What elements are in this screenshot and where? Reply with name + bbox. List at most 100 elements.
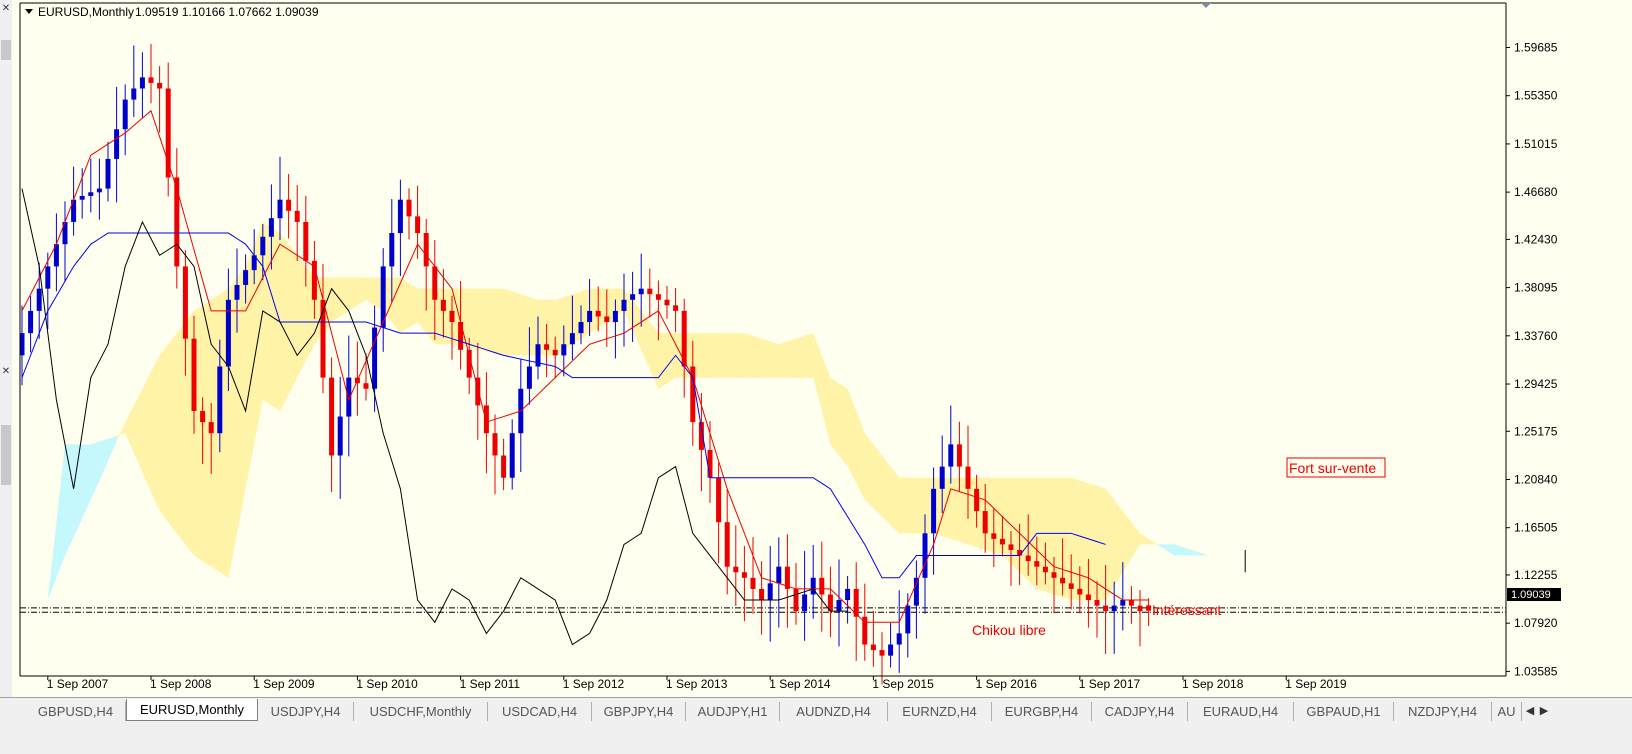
tab-gbpusd-h4[interactable]: GBPUSD,H4: [26, 702, 126, 721]
tab-label: GBPJPY,H4: [603, 704, 674, 719]
candle-body: [105, 158, 111, 189]
chevron-down-icon[interactable]: [25, 9, 33, 14]
candle-body: [655, 294, 661, 300]
panel-scrollbar[interactable]: [1, 40, 11, 60]
panel-scrollbar[interactable]: [1, 425, 11, 485]
price-tick-label: 1.42430: [1514, 232, 1558, 246]
horizontal-lines: [20, 607, 1506, 613]
candle-body: [612, 310, 618, 323]
candle-body: [931, 488, 937, 534]
ichimoku-chart[interactable]: 1.59685 1.55350 1.51015 1.46680 1.42430 1.380…: [12, 0, 1632, 697]
candle-body: [759, 588, 765, 601]
tab-audnzd-h4[interactable]: AUDNZD,H4: [780, 702, 888, 721]
candle-body: [1042, 566, 1048, 573]
candle-body: [707, 449, 713, 478]
close-icon[interactable]: ✕: [1, 366, 11, 377]
candle-body: [569, 333, 575, 345]
scroll-left-icon[interactable]: ◀: [1525, 705, 1535, 717]
candle-body: [53, 244, 59, 267]
candle-body: [483, 405, 489, 434]
tab-cadjpy-h4[interactable]: CADJPY,H4: [1092, 702, 1188, 721]
kumo-segment: [761, 338, 771, 378]
kumo-segment: [847, 388, 857, 484]
candle-body: [999, 538, 1005, 545]
kumo-segment: [211, 294, 220, 573]
candle-body: [71, 199, 77, 222]
tab-gbpaud-h1[interactable]: GBPAUD,H1: [1294, 702, 1394, 721]
tab-eurnzd-h4[interactable]: EURNZD,H4: [888, 702, 992, 721]
kumo-segment: [1174, 544, 1183, 556]
time-tick-label: 1 Sep 2016: [976, 677, 1038, 691]
candle-body: [1146, 605, 1152, 611]
annotation-fort[interactable]: Fort sur-vente: [1286, 457, 1386, 478]
candle-body: [621, 299, 627, 311]
annotation-interessant[interactable]: Intéressant: [1152, 602, 1221, 618]
tab-euraud-h4[interactable]: EURAUD,H4: [1188, 702, 1294, 721]
chart-area[interactable]: 1.59685 1.55350 1.51015 1.46680 1.42430 1.380…: [12, 0, 1632, 697]
tab-usdchf-monthly[interactable]: USDCHF,Monthly: [354, 702, 488, 721]
tab-nzdjpy-h4[interactable]: NZDJPY,H4: [1394, 702, 1492, 721]
axes: [19, 2, 1507, 677]
tab-label: USDCAD,H4: [501, 704, 578, 719]
candle-body: [423, 233, 429, 267]
tab-usdcad-h4[interactable]: USDCAD,H4: [488, 702, 592, 721]
kumo-segment: [426, 288, 435, 345]
candle-body: [741, 572, 747, 578]
candle-body: [750, 577, 756, 589]
candle-body: [526, 366, 532, 389]
candle-body: [165, 88, 171, 178]
candle-body: [647, 288, 653, 295]
chikou-line: [21, 188, 848, 646]
candle-body: [114, 129, 120, 159]
candle-body: [913, 577, 919, 606]
annotation-chikou[interactable]: Chikou libre: [972, 622, 1046, 638]
kumo-segment: [1131, 522, 1140, 559]
tab-label: EURUSD,Monthly: [139, 702, 245, 717]
kumo-segment: [787, 338, 796, 378]
kumo-segment: [1062, 477, 1072, 601]
kumo-segment: [753, 335, 762, 378]
kumo-segment: [658, 333, 667, 389]
time-ticks: 1 Sep 2007 1 Sep 2008 1 Sep 2009 1 Sep 2010…: [47, 676, 1347, 691]
scroll-right-icon[interactable]: ▶: [1539, 705, 1549, 717]
candle-body: [440, 299, 446, 311]
tab-usdjpy-h4[interactable]: USDJPY,H4: [258, 702, 354, 721]
tab-audjpy-h1[interactable]: AUDJPY,H1: [686, 702, 780, 721]
candle-body: [819, 577, 825, 595]
kumo-segment: [546, 299, 556, 356]
kumo-segment: [142, 372, 151, 492]
candle-body: [939, 466, 945, 489]
tab-au[interactable]: AU: [1492, 702, 1522, 721]
candle-body: [260, 236, 266, 256]
kumo-segment: [409, 283, 418, 328]
tenkan-line: [21, 109, 1149, 623]
candle-body: [501, 455, 507, 478]
candle-body: [311, 260, 317, 300]
shift-marker-icon[interactable]: [1201, 3, 1211, 8]
kumo-segment: [778, 341, 788, 378]
price-tick-label: 1.51015: [1514, 137, 1558, 151]
candle-body: [767, 583, 773, 601]
kumo-segment: [796, 335, 805, 378]
kumo-segment: [839, 383, 848, 467]
kumo-segment: [340, 277, 349, 317]
tab-gbpjpy-h4[interactable]: GBPJPY,H4: [592, 702, 686, 721]
candle-body: [122, 99, 128, 130]
kumo-segment: [348, 277, 358, 311]
tab-label: GBPUSD,H4: [37, 704, 114, 719]
tab-eurgbp-h4[interactable]: EURGBP,H4: [992, 702, 1092, 721]
candle-body: [131, 88, 137, 100]
annotation-fort-text: Fort sur-vente: [1289, 460, 1376, 476]
chart-header: EURUSD,Monthly 1.09519 1.10166 1.07662 1…: [25, 5, 319, 19]
kumo-segment: [99, 438, 108, 481]
tab-eurusd-monthly[interactable]: EURUSD,Monthly: [126, 699, 258, 721]
candle-body: [268, 218, 274, 237]
kumo-segment: [1011, 477, 1020, 573]
candle-body: [380, 266, 386, 328]
candle-body: [896, 633, 902, 645]
candle-body: [836, 600, 842, 612]
kumo-segment: [1148, 538, 1158, 545]
kumo-segment: [331, 277, 341, 323]
kumo-segment: [1157, 544, 1166, 550]
close-icon[interactable]: ✕: [1, 3, 11, 14]
